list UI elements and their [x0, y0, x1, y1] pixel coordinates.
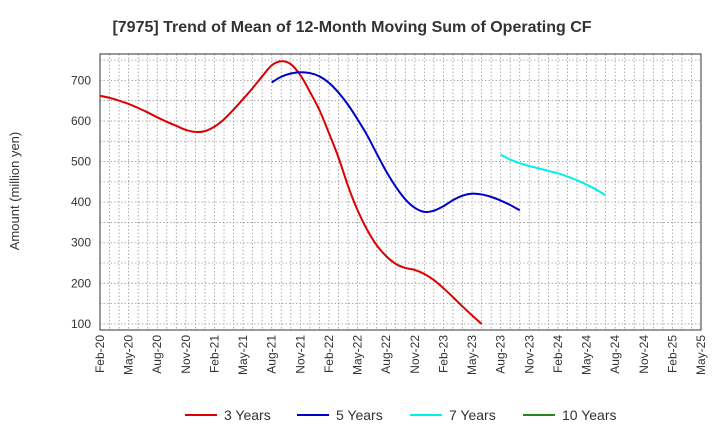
y-tick-label: 500 [71, 155, 91, 169]
legend-label-10-years: 10 Years [562, 407, 617, 423]
x-tick-label: Feb-25 [665, 335, 679, 373]
x-tick-label: May-24 [580, 335, 594, 375]
y-axis: 100 200 300 400 500 600 700 [71, 73, 91, 331]
series-line-7-years [500, 153, 607, 197]
x-tick-label: May-21 [236, 335, 250, 375]
series-line-3-years [99, 60, 483, 325]
x-tick-label: Feb-22 [322, 335, 336, 373]
x-tick-label: Aug-24 [608, 335, 622, 374]
y-axis-label: Amount (million yen) [7, 132, 22, 251]
y-tick-label: 700 [71, 73, 91, 87]
legend: 3 Years 5 Years 7 Years 10 Years [185, 407, 617, 423]
x-axis: Feb-20 May-20 Aug-20 Nov-20 Feb-21 May-21 Aug-… [93, 335, 708, 375]
x-tick-label: Aug-22 [379, 335, 393, 374]
y-tick-label: 200 [71, 276, 91, 290]
x-tick-label: May-22 [351, 335, 365, 375]
x-tick-label: Nov-21 [293, 335, 307, 374]
legend-label-3-years: 3 Years [224, 407, 271, 423]
x-tick-label: Aug-20 [150, 335, 164, 374]
y-tick-label: 300 [71, 236, 91, 250]
series-lines [99, 60, 607, 325]
x-tick-label: Feb-20 [93, 335, 107, 373]
x-tick-label: Feb-21 [207, 335, 221, 373]
grid [100, 54, 701, 330]
chart-title: [7975] Trend of Mean of 12-Month Moving … [112, 19, 591, 36]
x-tick-label: Aug-21 [265, 335, 279, 374]
x-tick-label: Nov-24 [637, 335, 651, 374]
x-tick-label: Nov-23 [522, 335, 536, 374]
plot-area [99, 53, 702, 331]
x-tick-label: Nov-22 [408, 335, 422, 374]
legend-label-7-years: 7 Years [449, 407, 496, 423]
x-tick-label: Aug-23 [494, 335, 508, 374]
x-tick-label: May-20 [122, 335, 136, 375]
legend-label-5-years: 5 Years [336, 407, 383, 423]
series-line-5-years [271, 71, 521, 214]
x-tick-label: Feb-23 [436, 335, 450, 373]
x-tick-label: Nov-20 [179, 335, 193, 374]
y-tick-label: 600 [71, 114, 91, 128]
y-tick-label: 100 [71, 317, 91, 331]
x-tick-label: Feb-24 [551, 335, 565, 373]
y-tick-label: 400 [71, 195, 91, 209]
x-tick-label: May-25 [694, 335, 708, 375]
x-tick-label: May-23 [465, 335, 479, 375]
